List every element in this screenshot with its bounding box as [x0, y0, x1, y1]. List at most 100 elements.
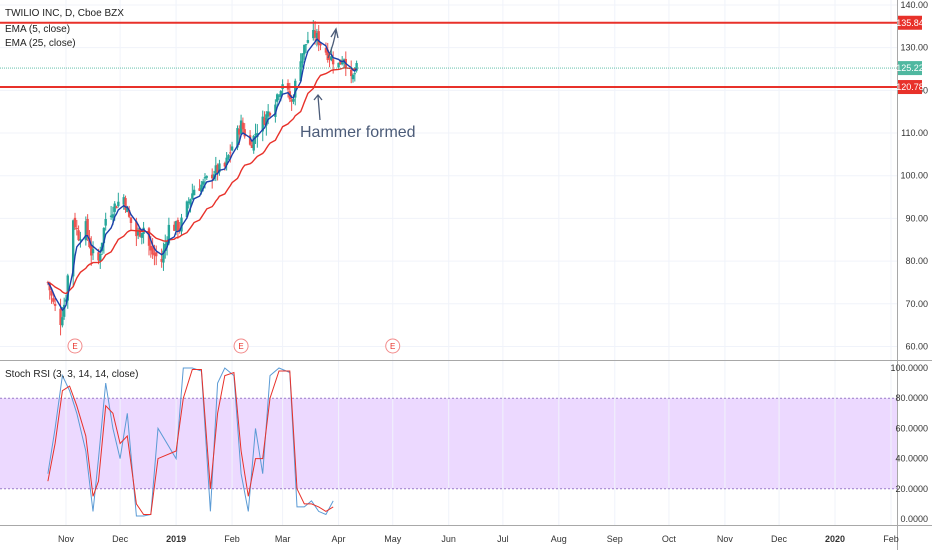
last-price-label: 125.22 [896, 63, 924, 73]
candle-body [164, 243, 167, 251]
candle-body [306, 40, 310, 43]
price-tick-label: 70.00 [905, 299, 928, 309]
candle-body [187, 201, 190, 204]
candle-body [102, 227, 106, 244]
candle-body [303, 44, 306, 55]
stoch-tick-label: 20.0000 [895, 484, 928, 494]
candle-body [319, 43, 322, 46]
time-tick-label: Aug [551, 534, 567, 544]
stoch-tick-label: 80.0000 [895, 393, 928, 403]
time-tick-label: Nov [717, 534, 734, 544]
candle-body [279, 91, 282, 97]
candle-body [77, 230, 80, 241]
price-tick-label: 140.00 [900, 0, 928, 10]
candle-body [140, 233, 143, 238]
candle-body [227, 155, 230, 159]
candle-body [205, 176, 208, 178]
candle-body [86, 218, 89, 237]
candle-body [266, 111, 270, 117]
ema25-line [47, 67, 357, 295]
price-tick-label: 90.00 [905, 213, 928, 223]
candle-body [147, 228, 151, 246]
candle-body [229, 152, 232, 154]
price-tick-label: 100.00 [900, 171, 928, 181]
candle-body [135, 221, 138, 237]
candle-body [353, 73, 357, 75]
candle-body [176, 220, 180, 231]
price-pane[interactable]: E E E TWILIO INC, D, Cboe BZX EMA (5, clos… [0, 0, 897, 525]
candle-body [292, 98, 295, 102]
stoch-title: Stoch RSI (3, 3, 14, 14, close) [5, 369, 138, 380]
candle-body [136, 230, 140, 236]
candle-body [79, 239, 82, 241]
time-tick-label: Nov [58, 534, 75, 544]
time-tick-label: Apr [332, 534, 346, 544]
candle-body [88, 237, 91, 248]
candle-body [324, 48, 328, 53]
time-tick-label: Dec [112, 534, 129, 544]
candle-body [299, 61, 302, 82]
time-tick-label: 2020 [825, 534, 845, 544]
price-series [46, 20, 358, 336]
candle-body [50, 290, 53, 296]
candle-body [129, 217, 133, 223]
time-tick-label: Feb [883, 534, 899, 544]
candle-body [66, 275, 69, 301]
candle-body [290, 99, 293, 102]
time-tick-label: Oct [662, 534, 677, 544]
candle-body [149, 245, 153, 251]
chart-title: TWILIO INC, D, Cboe BZX [5, 8, 124, 19]
candle-body [75, 228, 78, 230]
time-tick-label: Mar [275, 534, 291, 544]
candle-body [236, 128, 239, 148]
candle-body [191, 193, 194, 199]
level-price-label: 135.84 [896, 18, 924, 28]
candle-body [210, 174, 214, 179]
price-tick-label: 80.00 [905, 256, 928, 266]
candle-body [71, 220, 75, 277]
candle-body [223, 162, 227, 167]
candle-body [165, 241, 169, 245]
candle-body [162, 250, 165, 263]
candle-body [104, 218, 107, 226]
price-levels [0, 21, 897, 89]
price-grid [0, 0, 897, 525]
candle-body [230, 146, 234, 151]
candle-body [355, 63, 358, 71]
candle-body [265, 114, 268, 126]
price-tick-label: 60.00 [905, 341, 928, 351]
price-tick-label: 130.00 [900, 43, 928, 53]
earnings-marker[interactable] [67, 338, 83, 354]
ema5-legend: EMA (5, close) [5, 24, 70, 35]
ema5-line [47, 37, 358, 312]
level-price-tag [898, 15, 922, 30]
candle-body [328, 57, 331, 60]
candle-body [138, 228, 142, 237]
candle-body [268, 112, 272, 116]
earnings-marker[interactable] [385, 338, 401, 354]
candle-body [239, 120, 243, 134]
candle-body [46, 282, 50, 284]
stoch-line-d [47, 369, 334, 515]
candle-body [117, 201, 120, 207]
candle-body [167, 224, 171, 244]
stoch-tick-label: 100.0000 [890, 363, 928, 373]
level-price-label: 120.78 [896, 82, 924, 92]
candle-body [330, 56, 333, 61]
stoch-rsi-pane[interactable]: Stoch RSI (3, 3, 14, 14, close) [0, 367, 897, 517]
earnings-marker[interactable] [233, 338, 249, 354]
annotation-text: Hammer formed [300, 124, 416, 141]
candle-body [113, 203, 116, 212]
price-axis[interactable]: 60.0070.0080.0090.00100.00110.00120.0013… [890, 0, 928, 524]
candle-body [277, 95, 281, 97]
price-tick-label: 110.00 [901, 128, 928, 138]
time-axis[interactable]: Nov Dec 2019 Feb Mar Apr May Jun Jul Aug Sep Oct Nov… [58, 534, 899, 544]
candle-body [214, 165, 218, 174]
candle-body [351, 74, 355, 80]
candle-body [250, 144, 254, 148]
candle-body [201, 181, 205, 185]
candle-body [275, 94, 279, 102]
candle-body [185, 201, 189, 218]
